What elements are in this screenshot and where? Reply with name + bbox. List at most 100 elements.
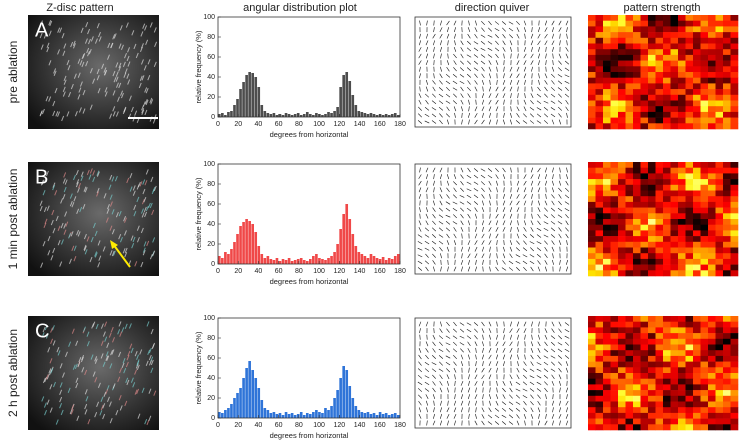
striation xyxy=(147,74,151,81)
heatmap-cell xyxy=(730,373,739,379)
striation xyxy=(112,106,116,112)
striation xyxy=(105,351,109,357)
striation xyxy=(151,209,155,216)
bar xyxy=(266,113,270,117)
striation xyxy=(66,111,70,117)
y-tick-label: 100 xyxy=(203,315,215,322)
quiver-arrow xyxy=(488,93,492,98)
quiver-arrow xyxy=(515,401,521,405)
heatmap-cell xyxy=(693,117,701,124)
bar xyxy=(266,256,270,264)
striation xyxy=(64,211,68,217)
quiver-arrow xyxy=(531,200,533,206)
striation xyxy=(126,177,130,184)
quiver-arrow xyxy=(515,254,521,258)
heatmap-cell xyxy=(588,401,596,408)
heatmap-cell xyxy=(603,43,611,50)
heatmap-cell xyxy=(715,54,724,61)
heatmap-cell xyxy=(618,123,626,130)
striation xyxy=(82,204,86,210)
heatmap-cell xyxy=(708,407,716,414)
striation xyxy=(121,362,125,369)
x-tick-label: 100 xyxy=(313,422,325,429)
quiver-arrow xyxy=(517,334,519,340)
heatmap-cell xyxy=(715,355,724,362)
quiver-arrow xyxy=(432,93,436,98)
heatmap-cell xyxy=(693,401,701,408)
striation xyxy=(87,418,91,425)
quiver-arrow xyxy=(466,54,472,58)
quiver-arrow xyxy=(558,60,562,65)
striation xyxy=(86,169,90,176)
quiver-arrow xyxy=(544,381,548,386)
quiver-arrow xyxy=(515,394,521,399)
heatmap-cell xyxy=(640,373,649,379)
heatmap-cell xyxy=(610,361,619,368)
quiver-arrow xyxy=(502,200,506,206)
heatmap-cell xyxy=(655,117,664,124)
quiver-arrow xyxy=(489,253,491,259)
quiver-arrow xyxy=(529,375,535,379)
quiver-arrow xyxy=(418,60,422,65)
quiver-arrow xyxy=(453,53,457,59)
quiver-arrow xyxy=(439,328,443,333)
quiver-arrow xyxy=(488,86,492,92)
heatmap-cell xyxy=(633,401,641,408)
quiver-arrow xyxy=(537,407,541,413)
striation xyxy=(51,325,55,331)
heatmap-cell xyxy=(625,384,634,391)
quiver-arrow xyxy=(551,361,555,366)
quiver-arrow xyxy=(564,194,570,199)
heatmap-cell xyxy=(610,236,619,243)
heatmap-cell xyxy=(648,384,656,391)
striation xyxy=(40,20,43,26)
heatmap-cell xyxy=(700,167,709,174)
heatmap-cell xyxy=(640,224,649,231)
bar xyxy=(299,115,303,117)
striation xyxy=(44,324,48,331)
quiver-arrow xyxy=(550,73,556,78)
heatmap-cell xyxy=(700,270,709,277)
heatmap-cell xyxy=(723,111,731,118)
quiver-arrow xyxy=(516,27,520,32)
heatmap-cell xyxy=(625,83,634,90)
striation xyxy=(112,34,116,40)
striation xyxy=(55,111,59,117)
striation xyxy=(87,50,91,57)
quiver-frame xyxy=(414,163,572,275)
quiver-arrow xyxy=(496,380,498,386)
striation xyxy=(68,91,72,98)
heatmap-cell xyxy=(708,384,716,391)
column-header: direction quiver xyxy=(455,2,530,14)
heatmap-cell xyxy=(693,247,701,254)
bar xyxy=(393,413,397,418)
quiver-arrow xyxy=(530,53,534,59)
quiver-arrow xyxy=(453,46,457,52)
quiver-arrow xyxy=(538,334,540,340)
quiver-arrow xyxy=(438,227,444,232)
heatmap-cell xyxy=(723,270,731,277)
quiver-arrow xyxy=(424,361,430,366)
heatmap-cell xyxy=(708,89,716,96)
heatmap-cell xyxy=(595,60,604,67)
quiver-arrow xyxy=(544,334,548,340)
heatmap-cell xyxy=(610,253,619,260)
bar xyxy=(281,415,285,418)
heatmap-cell xyxy=(670,207,679,214)
heatmap-cell xyxy=(730,66,739,73)
quiver-arrow xyxy=(565,227,569,232)
heatmap-cell xyxy=(700,77,709,84)
heatmap-cell xyxy=(633,412,641,419)
quiver-arrow xyxy=(488,99,492,105)
striation xyxy=(139,75,143,81)
heatmap-cell xyxy=(678,162,686,168)
heatmap-cell xyxy=(633,424,641,431)
x-tick-label: 160 xyxy=(374,121,386,128)
heatmap-cell xyxy=(678,344,686,351)
striation xyxy=(47,250,51,256)
quiver-arrow xyxy=(509,328,513,333)
quiver-arrow xyxy=(447,266,449,272)
bar xyxy=(387,258,391,264)
heatmap-cell xyxy=(678,60,686,67)
striation xyxy=(109,174,113,181)
